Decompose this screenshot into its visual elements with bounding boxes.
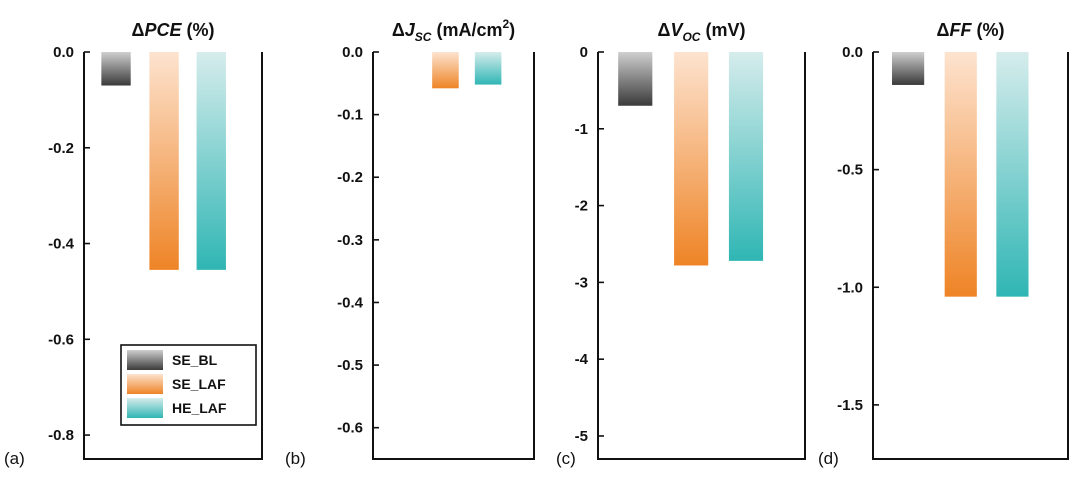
y-tick-label: -1.5 xyxy=(837,397,863,414)
bar-he-laf xyxy=(474,52,502,85)
y-tick-label: -0.3 xyxy=(337,232,363,249)
axes-frame xyxy=(83,52,263,460)
bar-se-bl xyxy=(101,52,131,86)
panel-label: (a) xyxy=(4,449,25,468)
panel-d: 0.0 -0.5 -1.0 -1.5 ΔFF (%) (d) xyxy=(818,20,1069,468)
legend-label: HE_LAF xyxy=(172,400,227,416)
bar-se-bl xyxy=(618,52,653,106)
axes-frame xyxy=(372,52,535,460)
panel-label: (d) xyxy=(818,449,839,468)
panel-a: 0.0 -0.2 -0.4 -0.6 -0.8 ΔPCE (%) (a) xyxy=(4,20,263,468)
y-tick-label: 0.0 xyxy=(53,44,74,61)
panel-label: (b) xyxy=(285,449,306,468)
panel-b: 0.0 -0.1 -0.2 -0.3 -0.4 -0.5 -0.6 ΔJSC (mA/cm2)… xyxy=(285,17,535,468)
legend-label: SE_BL xyxy=(172,352,218,368)
bar-he-laf xyxy=(996,52,1029,297)
y-tick-label: -0.6 xyxy=(48,331,74,348)
bar-se-laf xyxy=(432,52,459,89)
bar-se-laf xyxy=(674,52,709,266)
bar-se-bl xyxy=(892,52,925,85)
legend-swatch-se-bl xyxy=(127,350,163,370)
y-tick-label: 0.0 xyxy=(842,44,863,61)
y-tick-label: -1 xyxy=(575,121,588,138)
y-tick-label: -4 xyxy=(575,351,589,368)
panel-c: 0 -1 -2 -3 -4 -5 ΔVOC (mV) (c) xyxy=(556,20,806,468)
y-tick-label: -0.4 xyxy=(48,236,75,253)
bar-he-laf xyxy=(196,52,226,270)
bar-he-laf xyxy=(728,52,764,261)
axes-frame xyxy=(597,52,806,460)
legend-label: SE_LAF xyxy=(172,376,226,392)
bar-se-laf xyxy=(149,52,179,270)
y-tick-label: -1.0 xyxy=(837,279,863,296)
legend-swatch-se-laf xyxy=(127,374,163,394)
y-tick-label: -0.2 xyxy=(337,169,363,186)
y-tick-label: -5 xyxy=(575,428,588,445)
y-tick-label: -0.5 xyxy=(837,162,863,179)
y-tick-label: -0.8 xyxy=(48,427,74,444)
y-tick-label: -0.1 xyxy=(337,107,363,124)
bar-se-laf xyxy=(944,52,977,297)
y-tick-label: -2 xyxy=(575,198,588,215)
panel-label: (c) xyxy=(556,449,576,468)
y-tick-label: -0.2 xyxy=(48,140,74,157)
y-tick-label: -0.5 xyxy=(337,357,363,374)
panel-title: ΔVOC (mV) xyxy=(658,20,746,44)
panel-title: ΔPCE (%) xyxy=(132,20,215,40)
y-tick-label: 0.0 xyxy=(342,44,363,61)
axes-frame xyxy=(872,52,1069,460)
y-tick-label: -3 xyxy=(575,274,588,291)
y-tick-label: -0.4 xyxy=(337,294,364,311)
y-tick-label: 0 xyxy=(580,44,588,61)
panel-title: ΔFF (%) xyxy=(937,20,1005,40)
y-tick-label: -0.6 xyxy=(337,420,363,437)
legend-swatch-he-laf xyxy=(127,398,163,418)
panel-title: ΔJSC (mA/cm2) xyxy=(392,17,515,44)
legend: SE_BL SE_LAF HE_LAF xyxy=(120,344,257,426)
